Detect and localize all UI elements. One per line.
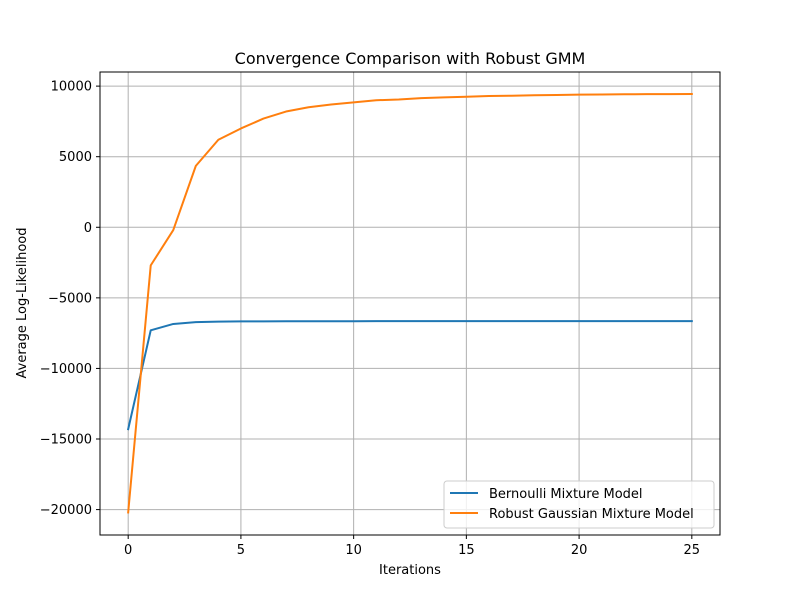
grid-lines — [100, 72, 720, 535]
legend-box — [443, 480, 715, 529]
x-axis-ticks: 0 5 10 15 20 25 — [124, 535, 700, 558]
legend: Bernoulli Mixture Model Robust Gaussian … — [443, 480, 715, 529]
legend-label-robust-gmm: Robust Gaussian Mixture Model — [489, 507, 694, 522]
y-tick-label: −20000 — [40, 503, 92, 518]
y-tick-label: −5000 — [48, 291, 92, 306]
plot-area — [99, 71, 721, 536]
series-line-bernoulli — [126, 320, 693, 431]
y-tick-label: −10000 — [40, 362, 92, 377]
y-axis-ticks: −20000 −15000 −10000 −5000 0 5000 10000 — [40, 80, 100, 518]
series-line-robust-gmm — [127, 93, 693, 514]
x-tick-label: 20 — [571, 543, 588, 558]
plot-frame — [99, 71, 721, 536]
y-tick-label: −15000 — [40, 433, 92, 448]
series-layer — [126, 93, 693, 514]
x-tick-label: 5 — [237, 543, 245, 558]
x-tick-label: 0 — [124, 543, 132, 558]
x-tick-label: 10 — [345, 543, 362, 558]
y-tick-label: 5000 — [59, 150, 92, 165]
x-axis-label: Iterations — [379, 563, 441, 578]
x-tick-label: 15 — [458, 543, 475, 558]
chart-title: Convergence Comparison with Robust GMM — [235, 49, 586, 68]
legend-label-bernoulli: Bernoulli Mixture Model — [489, 487, 643, 502]
x-tick-label: 25 — [684, 543, 701, 558]
y-tick-label: 0 — [84, 221, 92, 236]
y-axis-label: Average Log-Likelihood — [15, 228, 30, 379]
y-tick-label: 10000 — [51, 80, 92, 95]
